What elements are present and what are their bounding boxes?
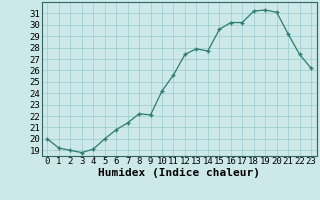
- X-axis label: Humidex (Indice chaleur): Humidex (Indice chaleur): [98, 168, 260, 178]
